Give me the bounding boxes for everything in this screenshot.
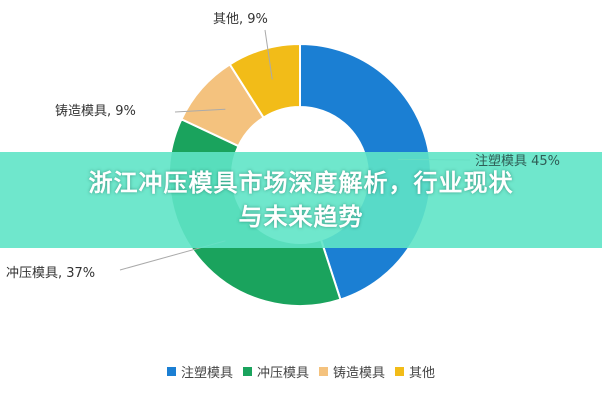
legend-swatch [395,367,405,376]
data-label-casting: 铸造模具, 9% [55,103,136,119]
legend-swatch [242,367,252,376]
banner-title-line1: 浙江冲压模具市场深度解析，行业现状 [88,169,514,197]
legend-swatch [166,367,176,376]
legend-label: 铸造模具 [333,366,386,381]
legend: 注塑模具 冲压模具 铸造模具 其他 [0,362,602,381]
banner-title-line2: 与未来趋势 [238,203,364,231]
legend-item[interactable]: 注塑模具 [166,362,233,381]
donut-slice-4[interactable] [228,42,301,119]
legend-label: 冲压模具 [256,366,309,381]
legend-label: 其他 [409,366,436,381]
title-banner: 浙江冲压模具市场深度解析，行业现状 与未来趋势 [0,152,602,248]
legend-item[interactable]: 铸造模具 [319,362,385,381]
data-label-injection: 注塑模具 45% [475,154,561,169]
data-label-other: 其他, 9% [213,12,268,27]
legend-item[interactable]: 冲压模具 [242,362,309,381]
legend-item[interactable]: 其他 [395,362,435,381]
leader-line-4 [264,29,273,80]
legend-swatch [319,367,328,376]
data-label-stamping: 冲压模具, 37% [6,266,95,281]
legend-label: 注塑模具 [180,366,233,381]
leader-line-3 [174,108,226,113]
